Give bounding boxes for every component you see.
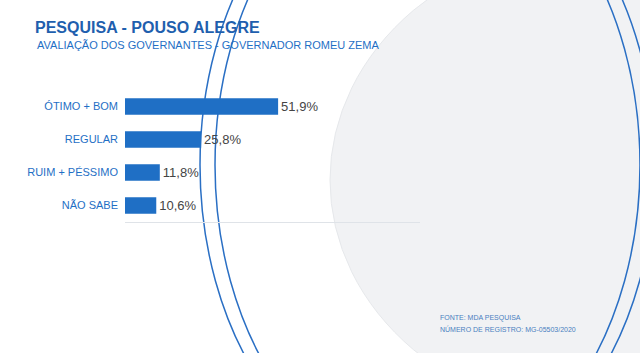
svg-text:10,6%: 10,6% <box>159 198 196 213</box>
svg-text:NÃO SABE: NÃO SABE <box>62 199 118 211</box>
svg-text:REGULAR: REGULAR <box>65 133 118 145</box>
svg-text:NÚMERO DE REGISTRO: MG-05503/2: NÚMERO DE REGISTRO: MG-05503/2020 <box>440 325 576 333</box>
svg-text:25,8%: 25,8% <box>204 132 241 147</box>
svg-text:AVALIAÇÃO DOS GOVERNANTES - GO: AVALIAÇÃO DOS GOVERNANTES - GOVERNADOR R… <box>37 39 380 51</box>
svg-text:PESQUISA - POUSO ALEGRE: PESQUISA - POUSO ALEGRE <box>35 19 260 36</box>
svg-text:51,9%: 51,9% <box>281 99 318 114</box>
svg-text:FONTE: MDA PESQUISA: FONTE: MDA PESQUISA <box>440 314 521 322</box>
svg-text:ÓTIMO + BOM: ÓTIMO + BOM <box>44 100 118 112</box>
svg-text:11,8%: 11,8% <box>163 165 199 180</box>
svg-text:RUIM + PÉSSIMO: RUIM + PÉSSIMO <box>27 166 118 178</box>
